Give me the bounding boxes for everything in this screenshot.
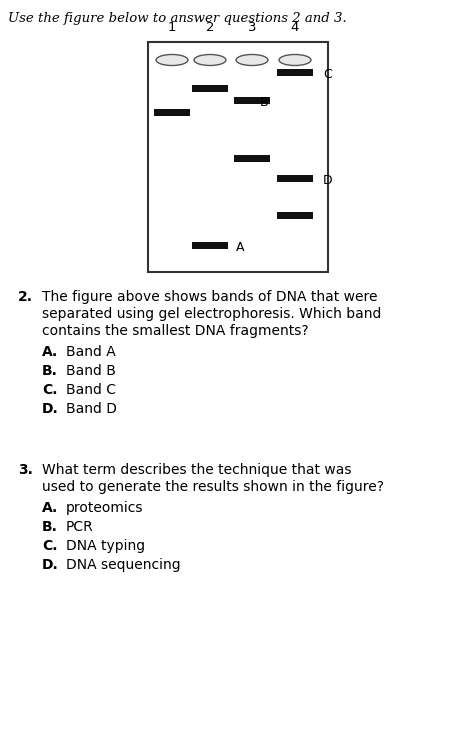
Text: B: B [260,96,268,109]
Text: 1: 1 [168,21,176,34]
Text: 4: 4 [291,21,299,34]
Text: B.: B. [42,520,58,534]
Text: Band D: Band D [66,402,117,416]
Text: DNA sequencing: DNA sequencing [66,558,181,572]
Bar [234,154,270,162]
Text: 2: 2 [206,21,214,34]
Text: 2.: 2. [18,290,33,304]
Bar [192,85,228,91]
Text: D: D [323,173,333,187]
Bar [277,68,313,76]
Text: What term describes the technique that was: What term describes the technique that w… [42,463,351,477]
Text: C.: C. [42,383,57,397]
Text: Use the figure below to answer questions 2 and 3.: Use the figure below to answer questions… [8,12,347,25]
Text: contains the smallest DNA fragments?: contains the smallest DNA fragments? [42,324,308,338]
Text: C: C [323,68,332,81]
Ellipse shape [279,54,311,65]
Text: D.: D. [42,558,59,572]
Bar [192,242,228,248]
Ellipse shape [194,54,226,65]
Bar [277,212,313,218]
Bar [154,109,190,115]
Ellipse shape [156,54,188,65]
Text: 3: 3 [248,21,256,34]
Text: Band B: Band B [66,364,116,378]
Ellipse shape [236,54,268,65]
Text: PCR: PCR [66,520,94,534]
Bar [148,42,328,272]
Text: D.: D. [42,402,59,416]
Text: used to generate the results shown in the figure?: used to generate the results shown in th… [42,480,384,494]
Text: A.: A. [42,501,58,515]
Text: proteomics: proteomics [66,501,144,515]
Text: A: A [236,240,245,254]
Text: B.: B. [42,364,58,378]
Text: A.: A. [42,345,58,359]
Text: DNA typing: DNA typing [66,539,145,553]
Text: C.: C. [42,539,57,553]
Text: Band C: Band C [66,383,116,397]
Text: 3.: 3. [18,463,33,477]
Bar [277,174,313,182]
Text: Band A: Band A [66,345,116,359]
Text: separated using gel electrophoresis. Which band: separated using gel electrophoresis. Whi… [42,307,381,321]
Bar [234,96,270,104]
Text: The figure above shows bands of DNA that were: The figure above shows bands of DNA that… [42,290,377,304]
